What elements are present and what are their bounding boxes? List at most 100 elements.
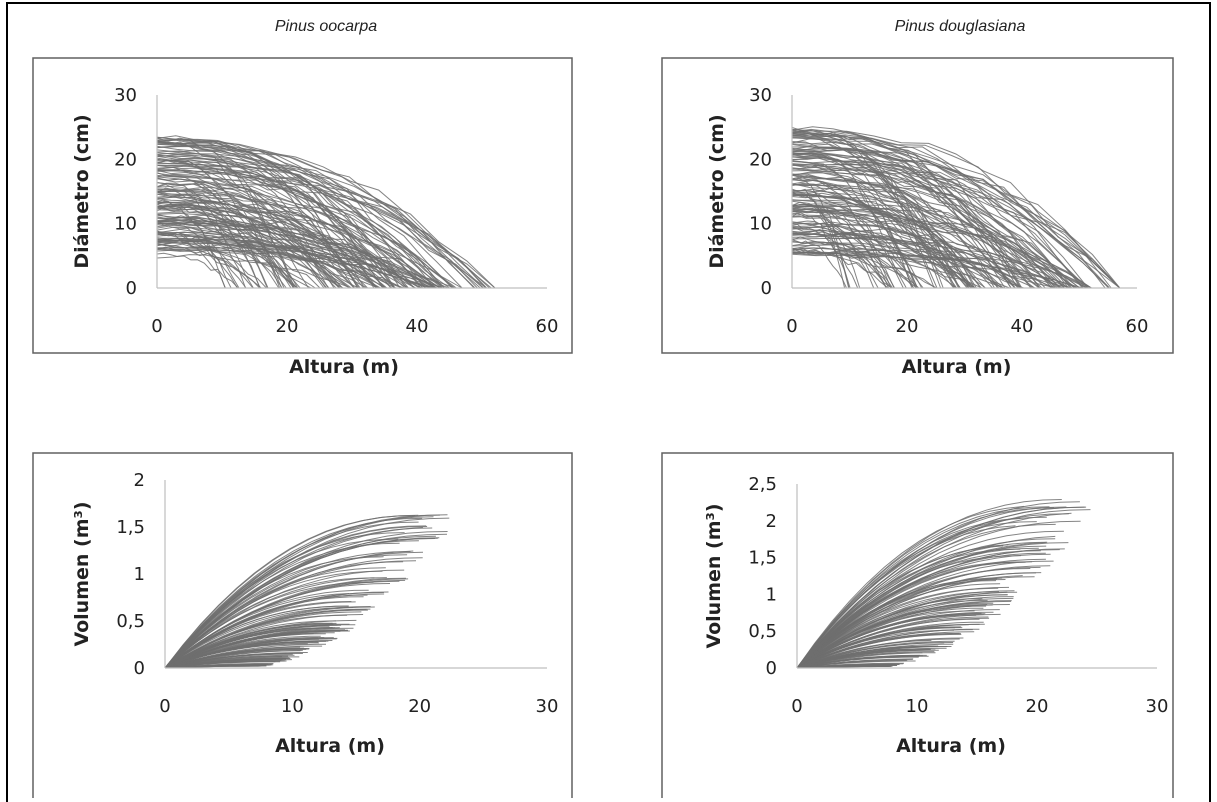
series-line — [164, 660, 282, 669]
series-line — [796, 521, 1037, 669]
series-line — [791, 134, 1112, 289]
series-line — [156, 169, 327, 289]
series-line — [791, 182, 923, 289]
series-line — [791, 215, 879, 289]
series-line — [164, 531, 448, 669]
x-tick-label: 0 — [791, 696, 802, 717]
series-line — [791, 179, 1065, 289]
series-line — [796, 513, 1069, 669]
series-line — [156, 169, 424, 289]
x-tick-label: 0 — [151, 316, 162, 337]
series-line — [796, 572, 1037, 669]
series-line — [156, 206, 232, 289]
series-line — [791, 188, 846, 289]
x-tick-label: 20 — [896, 316, 919, 337]
series-line — [791, 174, 972, 289]
y-tick-label: 10 — [114, 214, 137, 235]
x-tick-label: 40 — [1011, 316, 1034, 337]
series-line — [164, 657, 289, 669]
series-line — [796, 499, 1062, 669]
y-tick-label: 0 — [126, 278, 137, 299]
series-line — [156, 191, 343, 289]
y-tick-label: 20 — [114, 149, 137, 170]
series-line — [164, 624, 342, 669]
series-line — [791, 211, 1004, 289]
series-line — [164, 526, 424, 669]
y-tick-label: 20 — [749, 149, 772, 170]
series-line — [156, 145, 396, 289]
series-line — [791, 215, 1092, 289]
series-line — [164, 596, 364, 669]
x-axis-label: Altura (m) — [902, 356, 1012, 378]
series-line — [791, 233, 1053, 289]
series-line — [156, 177, 285, 289]
x-tick-label: 60 — [1126, 316, 1149, 337]
series-line — [796, 633, 962, 669]
y-tick-label: 0,5 — [116, 611, 145, 632]
series-line — [796, 517, 1021, 669]
series-line — [156, 162, 335, 289]
series-line — [791, 160, 1041, 289]
series-line — [791, 204, 861, 289]
series-line — [164, 514, 419, 669]
series-line — [791, 207, 875, 289]
series-line — [796, 658, 913, 669]
x-tick-label: 0 — [786, 316, 797, 337]
series-line — [796, 545, 1047, 669]
y-tick-label: 2 — [134, 470, 145, 491]
y-tick-label: 1 — [766, 584, 777, 605]
series-line — [796, 530, 1064, 669]
series-line — [791, 128, 1121, 289]
series-line — [156, 188, 406, 289]
series-line — [791, 164, 1075, 289]
series-line — [164, 653, 293, 669]
series-line — [796, 505, 1025, 669]
series-line — [164, 620, 337, 669]
series-line — [164, 643, 327, 669]
series-line — [791, 135, 1106, 289]
series-line — [156, 181, 442, 289]
series-line — [156, 149, 415, 289]
series-line — [156, 142, 490, 289]
series-line — [164, 648, 308, 669]
series-group — [796, 499, 1091, 669]
series-line — [796, 552, 1046, 669]
series-line — [156, 224, 436, 289]
y-tick-label: 0 — [761, 278, 772, 299]
x-tick-label: 20 — [1026, 696, 1049, 717]
series-line — [791, 154, 935, 289]
series-line — [156, 248, 436, 289]
x-tick-label: 10 — [906, 696, 929, 717]
y-tick-label: 2,5 — [748, 474, 777, 495]
series-group — [791, 126, 1121, 289]
series-line — [156, 143, 422, 289]
series-line — [156, 188, 343, 289]
series-line — [791, 137, 1021, 289]
series-line — [156, 176, 457, 289]
series-line — [156, 213, 280, 289]
y-tick-label: 1,5 — [116, 517, 145, 538]
series-line — [791, 204, 955, 289]
series-line — [156, 138, 487, 289]
y-tick-label: 0 — [134, 658, 145, 679]
series-line — [791, 227, 1022, 289]
title-pinus-douglasiana: Pinus douglasiana — [894, 18, 1026, 35]
series-group — [164, 514, 450, 669]
figure-frame — [6, 2, 1211, 802]
series-line — [791, 156, 995, 289]
y-tick-label: 1,5 — [748, 548, 777, 569]
series-line — [791, 207, 1076, 289]
series-line — [156, 160, 283, 289]
series-line — [796, 645, 939, 669]
series-line — [791, 172, 974, 289]
series-line — [796, 591, 1008, 669]
series-group — [156, 135, 496, 289]
x-tick-label: 10 — [281, 696, 304, 717]
x-tick-label: 30 — [536, 696, 559, 717]
x-tick-label: 30 — [1146, 696, 1169, 717]
series-line — [796, 637, 964, 669]
series-line — [156, 169, 481, 289]
x-tick-label: 40 — [406, 316, 429, 337]
x-axis-label: Altura (m) — [289, 356, 399, 378]
